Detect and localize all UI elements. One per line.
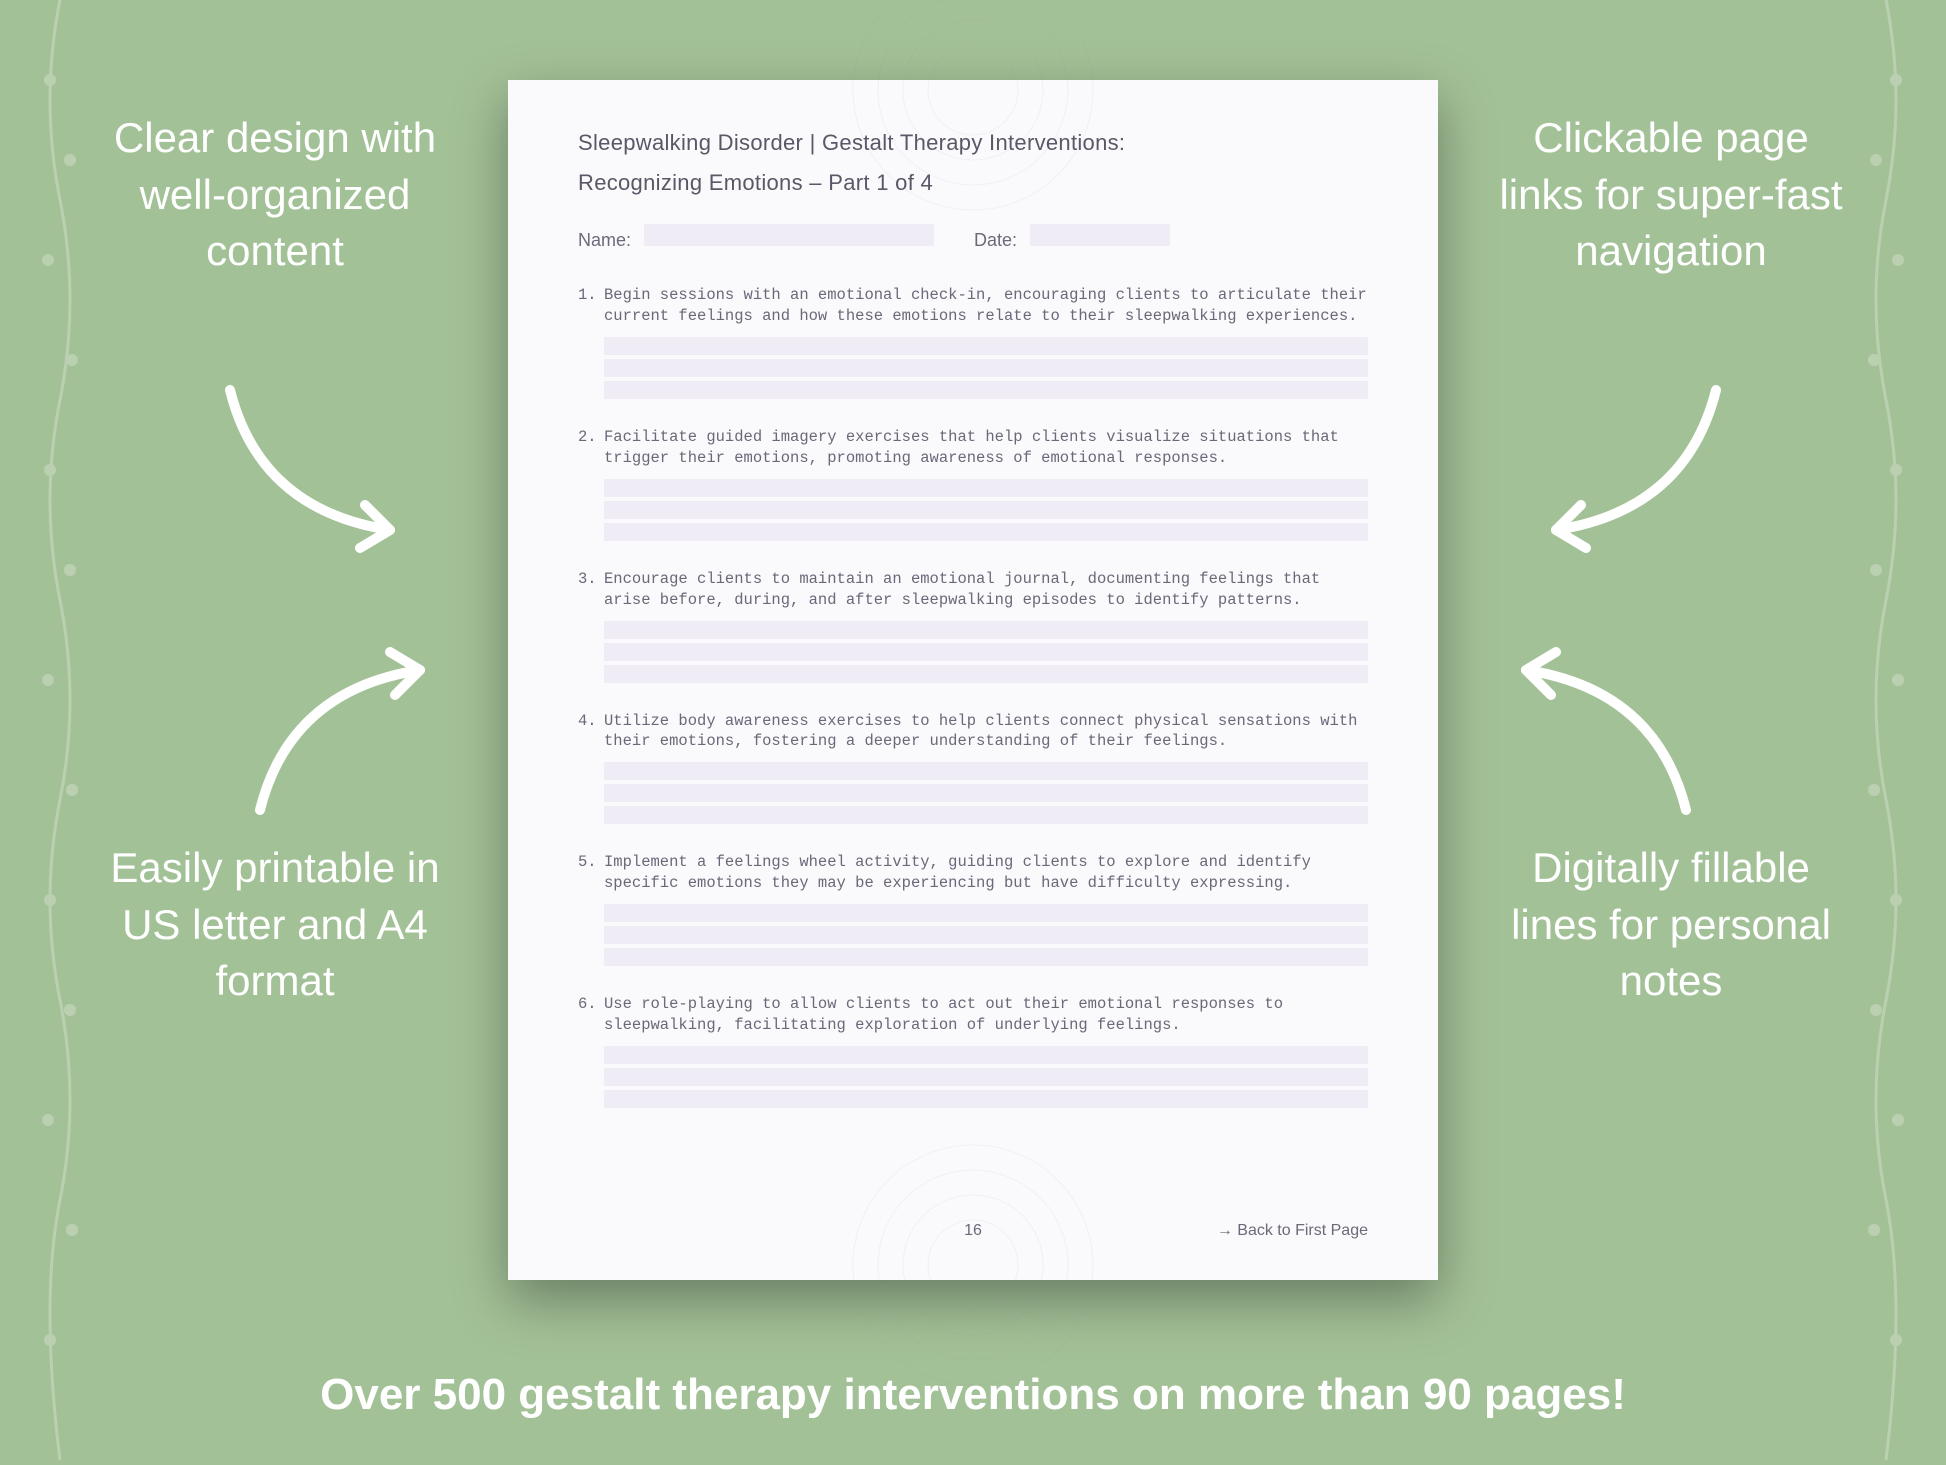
fillable-line[interactable]	[604, 501, 1368, 519]
item-text: Facilitate guided imagery exercises that…	[604, 427, 1368, 469]
fillable-line[interactable]	[604, 381, 1368, 399]
items-list: 1.Begin sessions with an emotional check…	[578, 285, 1368, 1108]
fillable-line[interactable]	[604, 762, 1368, 780]
worksheet-item: 1.Begin sessions with an emotional check…	[578, 285, 1368, 399]
arrow-top-right	[1526, 370, 1746, 575]
fillable-line[interactable]	[604, 904, 1368, 922]
item-text: Utilize body awareness exercises to help…	[604, 711, 1368, 753]
item-text: Begin sessions with an emotional check-i…	[604, 285, 1368, 327]
fillable-lines[interactable]	[604, 1046, 1368, 1108]
fillable-line[interactable]	[604, 1068, 1368, 1086]
fillable-line[interactable]	[604, 926, 1368, 944]
page-title-line2: Recognizing Emotions – Part 1 of 4	[578, 170, 1368, 196]
fillable-line[interactable]	[604, 948, 1368, 966]
arrow-bottom-right	[1496, 630, 1716, 835]
item-number: 1.	[578, 285, 604, 327]
fillable-line[interactable]	[604, 479, 1368, 497]
callout-bottom-left: Easily printable in US letter and A4 for…	[90, 840, 460, 1010]
page-title-line1: Sleepwalking Disorder | Gestalt Therapy …	[578, 130, 1368, 156]
arrow-bottom-left	[230, 630, 450, 835]
item-text: Use role-playing to allow clients to act…	[604, 994, 1368, 1036]
item-text: Implement a feelings wheel activity, gui…	[604, 852, 1368, 894]
decorative-vine-left	[20, 0, 100, 1460]
callout-top-right: Clickable page links for super-fast navi…	[1486, 110, 1856, 280]
fillable-lines[interactable]	[604, 479, 1368, 541]
worksheet-item: 2.Facilitate guided imagery exercises th…	[578, 427, 1368, 541]
page-footer: 16 → Back to First Page	[578, 1222, 1368, 1240]
item-number: 4.	[578, 711, 604, 753]
name-label: Name:	[578, 230, 631, 250]
date-label: Date:	[974, 230, 1017, 250]
item-number: 5.	[578, 852, 604, 894]
fillable-line[interactable]	[604, 1046, 1368, 1064]
fillable-line[interactable]	[604, 621, 1368, 639]
item-number: 3.	[578, 569, 604, 611]
item-number: 6.	[578, 994, 604, 1036]
fillable-line[interactable]	[604, 784, 1368, 802]
fillable-line[interactable]	[604, 806, 1368, 824]
fillable-lines[interactable]	[604, 762, 1368, 824]
mandala-decoration-bottom	[773, 1135, 1173, 1400]
item-text: Encourage clients to maintain an emotion…	[604, 569, 1368, 611]
page-number: 16	[964, 1222, 982, 1240]
fillable-line[interactable]	[604, 359, 1368, 377]
worksheet-item: 4.Utilize body awareness exercises to he…	[578, 711, 1368, 825]
name-field[interactable]	[644, 224, 934, 246]
worksheet-item: 3.Encourage clients to maintain an emoti…	[578, 569, 1368, 683]
decorative-vine-right	[1846, 0, 1926, 1460]
bottom-banner: Over 500 gestalt therapy interventions o…	[0, 1370, 1946, 1420]
fillable-line[interactable]	[604, 643, 1368, 661]
fillable-lines[interactable]	[604, 337, 1368, 399]
callout-bottom-right: Digitally fillable lines for personal no…	[1486, 840, 1856, 1010]
worksheet-item: 6.Use role-playing to allow clients to a…	[578, 994, 1368, 1108]
fillable-line[interactable]	[604, 337, 1368, 355]
fillable-line[interactable]	[604, 665, 1368, 683]
arrow-top-left	[200, 370, 420, 575]
date-field[interactable]	[1030, 224, 1170, 246]
document-page: Sleepwalking Disorder | Gestalt Therapy …	[508, 80, 1438, 1280]
item-number: 2.	[578, 427, 604, 469]
fillable-lines[interactable]	[604, 621, 1368, 683]
callout-top-left: Clear design with well-organized content	[90, 110, 460, 280]
fillable-lines[interactable]	[604, 904, 1368, 966]
fillable-line[interactable]	[604, 523, 1368, 541]
meta-row: Name: Date:	[578, 224, 1368, 251]
back-to-first-page-link[interactable]: → Back to First Page	[1217, 1222, 1368, 1240]
worksheet-item: 5.Implement a feelings wheel activity, g…	[578, 852, 1368, 966]
fillable-line[interactable]	[604, 1090, 1368, 1108]
